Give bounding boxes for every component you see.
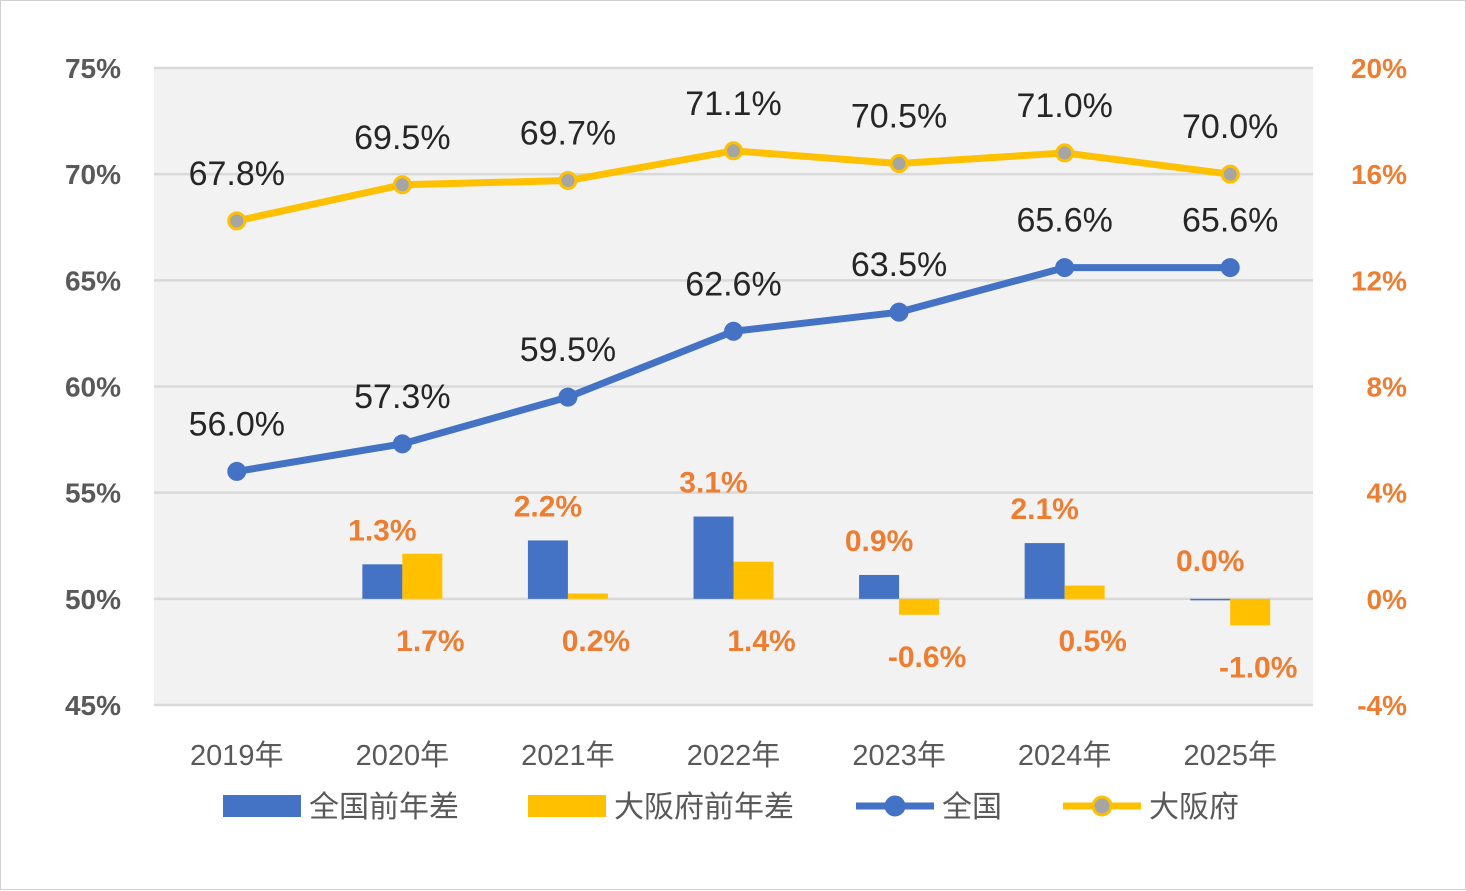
left-axis-tick-label: 60% [65,372,121,403]
bar-national-diff [362,564,403,599]
legend-item: 全国前年差 [223,791,459,824]
data-label-osaka: 71.1% [685,85,781,123]
bar-national-diff [693,516,734,599]
data-label-osaka: 70.5% [851,98,947,136]
data-label-national: 65.6% [1016,202,1112,240]
bar-osaka-diff [733,561,774,599]
right-axis-tick-label: 0% [1367,584,1408,615]
legend-label: 全国 [942,791,1002,824]
point-national [227,461,247,481]
point-national [1055,258,1075,278]
bar-osaka-diff [567,593,608,599]
data-label-osaka-diff: 0.2% [562,625,630,658]
legend-swatch [528,795,606,817]
point-national [392,434,412,454]
legend-label: 大阪府前年差 [614,791,794,824]
legend-item: 大阪府 [1063,791,1239,824]
legend-label: 大阪府 [1149,791,1239,824]
point-osaka [889,154,909,174]
data-label-osaka: 69.7% [520,115,616,153]
left-axis-tick-label: 55% [65,478,121,509]
data-label-national-diff: 3.1% [679,467,747,500]
point-osaka [558,171,578,191]
data-label-osaka-diff: -1.0% [1219,651,1297,684]
bar-national-diff [1024,543,1065,599]
left-axis-tick-label: 70% [65,159,121,190]
right-axis-tick-label: 4% [1367,478,1408,509]
data-label-national-diff: 2.1% [1010,493,1078,526]
data-label-osaka-diff: -0.6% [888,641,966,674]
bar-osaka-diff [1230,598,1271,626]
legend-swatch [223,795,301,817]
data-label-osaka-diff: 1.4% [727,625,795,658]
data-label-national: 57.3% [354,378,450,416]
data-label-osaka-diff: 1.7% [396,625,464,658]
x-axis-tick-label: 2025年 [1183,739,1277,772]
point-osaka [392,175,412,195]
bar-national-diff [527,540,568,599]
left-axis-tick-label: 45% [65,690,121,721]
data-label-osaka: 71.0% [1016,87,1112,125]
right-axis-tick-label: 8% [1367,372,1408,403]
point-osaka [1220,164,1240,184]
data-label-national: 62.6% [685,265,781,303]
data-label-osaka: 69.5% [354,119,450,157]
data-label-national: 59.5% [520,331,616,369]
point-national [1220,258,1240,278]
data-label-osaka-diff: 0.5% [1058,625,1126,658]
point-national [558,387,578,407]
x-axis-tick-label: 2021年 [521,739,615,772]
left-axis-tick-label: 50% [65,584,121,615]
legend-item: 大阪府前年差 [528,791,794,824]
bar-national-diff [859,574,900,599]
point-osaka [1055,143,1075,163]
legend-marker [1091,795,1113,817]
x-axis-tick-label: 2024年 [1018,739,1112,772]
data-label-national-diff: 1.3% [348,514,416,547]
data-label-national-diff: 0.0% [1176,545,1244,578]
bar-osaka-diff [1064,585,1105,599]
point-national [889,302,909,322]
data-label-national-diff: 0.9% [845,525,913,558]
legend-label: 全国前年差 [309,791,459,824]
bar-osaka-diff [402,553,443,599]
x-axis-tick-label: 2020年 [356,739,450,772]
data-label-national: 56.0% [189,405,285,443]
right-axis-tick-label: 12% [1351,265,1407,296]
legend-marker [884,795,906,817]
right-axis-tick-label: -4% [1357,690,1407,721]
bar-osaka-diff [899,598,940,615]
data-label-national: 65.6% [1182,202,1278,240]
right-axis-tick-label: 16% [1351,159,1407,190]
data-label-osaka: 67.8% [189,155,285,193]
point-osaka [227,211,247,231]
left-axis-tick-label: 75% [65,53,121,84]
data-label-osaka: 70.0% [1182,108,1278,146]
right-axis-tick-label: 20% [1351,53,1407,84]
data-label-national-diff: 2.2% [514,490,582,523]
point-osaka [724,141,743,161]
x-axis-tick-label: 2019年 [190,739,284,772]
x-axis-tick-label: 2022年 [687,739,781,772]
left-axis-tick-label: 65% [65,265,121,296]
data-label-national: 63.5% [851,246,947,284]
x-axis-tick-label: 2023年 [852,739,946,772]
bar-national-diff [1190,598,1231,601]
point-national [724,321,743,341]
legend-item: 全国 [856,791,1002,824]
